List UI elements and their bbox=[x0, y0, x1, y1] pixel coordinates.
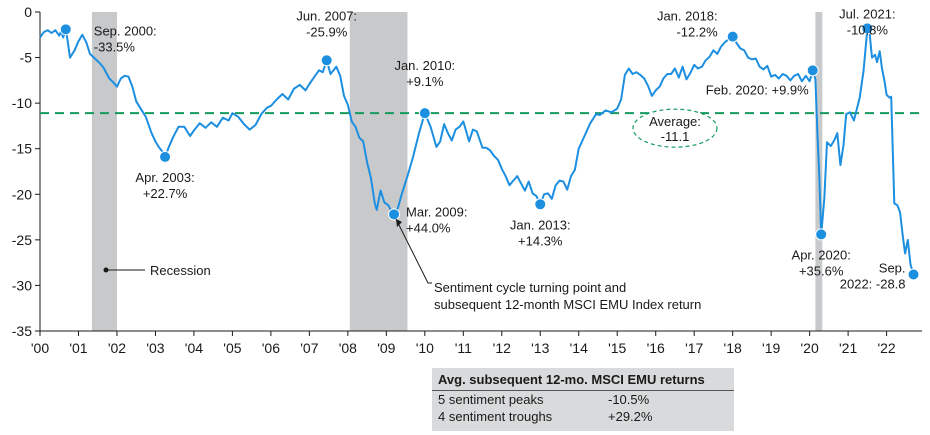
turning-point-label: Jan. 2010: bbox=[394, 58, 455, 73]
turning-point-label: Mar. 2009: bbox=[406, 204, 467, 219]
x-tick-label: '12 bbox=[493, 340, 511, 356]
x-tick-label: '14 bbox=[570, 340, 588, 356]
average-label-line2: -11.1 bbox=[661, 129, 690, 144]
turning-point-return: +9.1% bbox=[406, 74, 444, 89]
turning-point-marker bbox=[815, 228, 828, 241]
y-tick-label: -15 bbox=[12, 141, 32, 157]
returns-row-label: 4 sentiment troughs bbox=[438, 409, 553, 424]
turning-point-label: Apr. 2020: bbox=[792, 247, 851, 262]
turning-point-marker bbox=[726, 30, 739, 43]
turning-point-return: -33.5% bbox=[94, 39, 136, 54]
turning-point-return: -25.9% bbox=[306, 24, 348, 39]
x-tick-label: '08 bbox=[339, 340, 357, 356]
x-tick-label: '18 bbox=[724, 340, 742, 356]
recession-legend: Recession bbox=[103, 263, 211, 278]
turning-point-return: -10.8% bbox=[847, 22, 889, 37]
x-tick-label: '19 bbox=[762, 340, 780, 356]
turning-point-label: Sep. 2000: bbox=[94, 23, 157, 38]
x-tick-label: '22 bbox=[877, 340, 895, 356]
returns-row-value: -10.5% bbox=[608, 392, 650, 407]
y-tick-label: -30 bbox=[12, 277, 32, 293]
y-tick-label: -35 bbox=[12, 323, 32, 339]
returns-table-row: 4 sentiment troughs +29.2% bbox=[432, 408, 734, 425]
turning-point-label: Jan. 2018: bbox=[657, 9, 718, 24]
x-tick-label: '09 bbox=[377, 340, 395, 356]
returns-table-title: Avg. subsequent 12-mo. MSCI EMU returns bbox=[432, 370, 734, 391]
average-label-ellipse bbox=[632, 108, 718, 148]
returns-summary-table: Avg. subsequent 12-mo. MSCI EMU returns … bbox=[432, 368, 734, 431]
turning-point-return: +44.0% bbox=[406, 220, 451, 235]
turning-point-return: +35.6% bbox=[799, 263, 844, 278]
x-tick-label: '15 bbox=[608, 340, 626, 356]
turning-point-marker bbox=[159, 150, 172, 163]
x-tick-label: '02 bbox=[108, 340, 126, 356]
x-tick-label: '01 bbox=[69, 340, 87, 356]
turning-point-marker bbox=[388, 208, 401, 221]
x-tick-label: '11 bbox=[455, 340, 472, 356]
returns-table-row: 5 sentiment peaks -10.5% bbox=[432, 391, 734, 408]
y-tick-label: -25 bbox=[12, 232, 32, 248]
turning-point-label: Jan. 2013: bbox=[510, 217, 571, 232]
average-label-line1: Average: bbox=[649, 114, 701, 129]
turning-point-marker bbox=[806, 64, 819, 77]
x-tick-label: '06 bbox=[262, 340, 280, 356]
turning-point-marker bbox=[418, 107, 431, 120]
turning-point-marker bbox=[907, 268, 920, 281]
turning-point-marker bbox=[59, 23, 72, 36]
recession-legend-dot bbox=[103, 267, 109, 273]
x-tick-label: '00 bbox=[31, 340, 49, 356]
x-tick-label: '13 bbox=[531, 340, 549, 356]
callout-line2: subsequent 12-month MSCI EMU Index retur… bbox=[434, 297, 701, 312]
turning-point-marker bbox=[320, 54, 333, 67]
turning-points: Sep. 2000:-33.5% Apr. 2003:+22.7% Jun. 200… bbox=[59, 6, 920, 291]
turning-point-return: +14.3% bbox=[518, 233, 563, 248]
turning-point-callout: Sentiment cycle turning point and subseq… bbox=[395, 218, 701, 312]
returns-row-label: 5 sentiment peaks bbox=[438, 392, 544, 407]
x-tick-label: '20 bbox=[801, 340, 819, 356]
x-tick-label: '05 bbox=[223, 340, 241, 356]
turning-point-marker bbox=[534, 198, 547, 211]
x-tick-label: '04 bbox=[185, 340, 203, 356]
returns-row-value: +29.2% bbox=[608, 409, 653, 424]
turning-point-label: Jul. 2021: bbox=[839, 6, 895, 21]
turning-point-label: Feb. 2020: +9.9% bbox=[706, 82, 809, 97]
y-tick-label: -10 bbox=[12, 95, 32, 111]
callout-line1: Sentiment cycle turning point and bbox=[434, 280, 626, 295]
x-tick-label: '07 bbox=[300, 340, 318, 356]
x-axis: '00 '01 '02 '03 '04 '05 '06 '07 '08 '09 '10 '11 '12 '… bbox=[31, 330, 922, 356]
callout-leader-line bbox=[395, 218, 432, 284]
sentiment-series-line bbox=[39, 27, 915, 275]
y-tick-label: -20 bbox=[12, 186, 32, 202]
turning-point-label: Jun. 2007: bbox=[296, 8, 357, 23]
recession-band bbox=[349, 12, 408, 331]
turning-point-return: -12.2% bbox=[676, 25, 718, 40]
sentiment-line-chart: 0 -5 -10 -15 -20 -25 -30 -35 Average: -11.1 Sep… bbox=[12, 4, 922, 356]
x-tick-label: '17 bbox=[685, 340, 703, 356]
recession-band bbox=[91, 12, 117, 331]
x-tick-label: '03 bbox=[146, 340, 164, 356]
y-axis: 0 -5 -10 -15 -20 -25 -30 -35 bbox=[12, 4, 41, 339]
x-tick-label: '21 bbox=[839, 340, 857, 356]
callout-arrow-icon bbox=[396, 219, 402, 227]
turning-point-label: Apr. 2003: bbox=[135, 170, 194, 185]
turning-point-return: +22.7% bbox=[143, 186, 188, 201]
turning-point-marker bbox=[861, 22, 874, 35]
x-tick-label: '10 bbox=[416, 340, 434, 356]
y-tick-label: -5 bbox=[20, 50, 33, 66]
recession-legend-label: Recession bbox=[150, 263, 211, 278]
turning-point-label: Sep. bbox=[879, 260, 906, 275]
turning-point-return: 2022: -28.8 bbox=[840, 276, 906, 291]
y-tick-label: 0 bbox=[24, 4, 32, 20]
x-tick-label: '16 bbox=[647, 340, 665, 356]
